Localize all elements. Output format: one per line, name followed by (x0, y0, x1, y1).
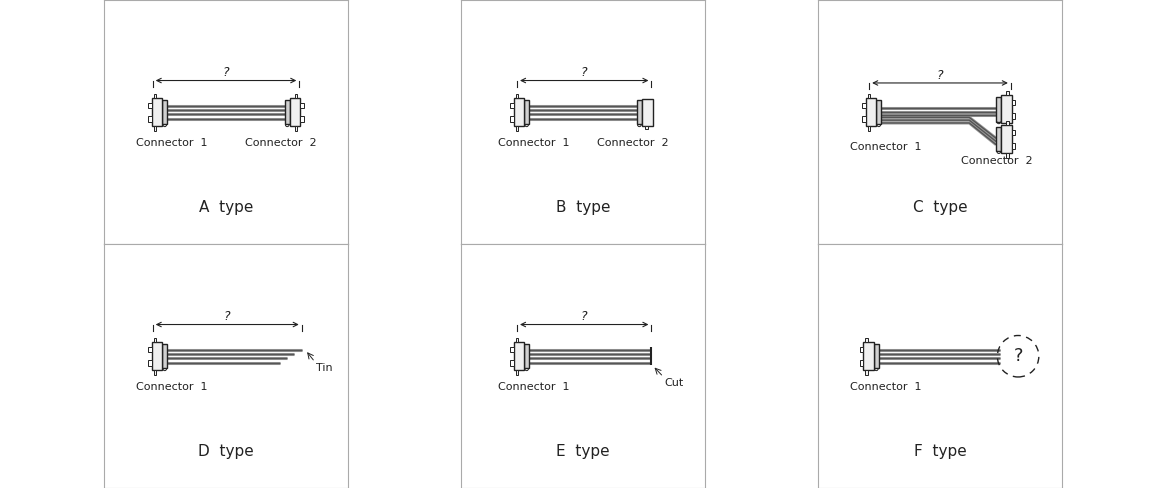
Bar (524, 100, 529, 124)
Bar (1002, 95, 1012, 123)
Bar (637, 100, 642, 124)
Text: B  type: B type (556, 200, 610, 215)
Text: E  type: E type (556, 444, 610, 459)
Bar (866, 98, 876, 126)
Bar (865, 338, 868, 342)
Bar (868, 94, 870, 98)
Text: ?: ? (581, 66, 588, 79)
Text: ?: ? (223, 66, 230, 79)
Text: Connector  2: Connector 2 (961, 156, 1033, 166)
Bar (1012, 100, 1016, 105)
Bar (285, 100, 290, 124)
Bar (511, 346, 514, 352)
Bar (148, 116, 152, 122)
Bar (1006, 91, 1009, 95)
Bar (996, 97, 1002, 122)
Text: C  type: C type (913, 200, 968, 215)
Bar (515, 126, 518, 131)
Bar (1012, 129, 1016, 135)
Text: Connector  2: Connector 2 (245, 138, 316, 148)
Bar (1006, 123, 1009, 128)
Bar (162, 100, 168, 124)
Bar (295, 126, 297, 131)
Bar (295, 94, 297, 98)
Bar (1006, 153, 1009, 158)
Bar (514, 342, 524, 370)
Bar (1012, 143, 1016, 148)
Bar (514, 98, 524, 126)
Text: ?: ? (936, 69, 943, 81)
Text: Connector  1: Connector 1 (498, 138, 569, 148)
Bar (154, 370, 156, 375)
Bar (861, 346, 863, 352)
Text: ?: ? (581, 310, 588, 323)
Bar (524, 344, 529, 368)
Bar (300, 102, 303, 108)
Bar (996, 127, 1002, 151)
Bar (863, 342, 873, 370)
Bar (154, 94, 156, 98)
Bar (290, 98, 300, 126)
Bar (515, 338, 518, 342)
Bar (863, 117, 866, 122)
Text: A  type: A type (199, 200, 253, 215)
Bar (863, 102, 866, 108)
Bar (511, 360, 514, 366)
Text: Connector  1: Connector 1 (850, 142, 921, 151)
Bar (873, 344, 879, 368)
Bar (865, 370, 868, 375)
Bar (154, 126, 156, 131)
Bar (1012, 114, 1016, 119)
Text: Connector  1: Connector 1 (850, 382, 921, 392)
Bar (1002, 125, 1012, 153)
Text: Connector  1: Connector 1 (498, 382, 569, 392)
Bar (148, 360, 152, 366)
Bar (868, 126, 870, 131)
Text: F  type: F type (914, 444, 967, 459)
Bar (645, 125, 648, 129)
Bar (511, 116, 514, 122)
Bar (154, 338, 156, 342)
Text: ?: ? (1013, 347, 1023, 365)
Bar (148, 102, 152, 108)
Bar (876, 100, 881, 124)
Bar (861, 360, 863, 366)
Bar (511, 102, 514, 108)
Bar (162, 344, 168, 368)
Text: D  type: D type (198, 444, 254, 459)
Bar (148, 346, 152, 352)
Bar (515, 94, 518, 98)
Bar (300, 116, 303, 122)
Text: Connector  1: Connector 1 (135, 382, 208, 392)
Bar (152, 342, 162, 370)
Bar (515, 370, 518, 375)
Bar (642, 99, 653, 125)
Text: Tin: Tin (316, 363, 333, 373)
Text: Cut: Cut (665, 378, 684, 388)
Bar (1006, 121, 1009, 125)
Bar (152, 98, 162, 126)
Text: ?: ? (224, 310, 231, 323)
Text: Connector  1: Connector 1 (135, 138, 208, 148)
Text: Connector  2: Connector 2 (597, 138, 668, 148)
